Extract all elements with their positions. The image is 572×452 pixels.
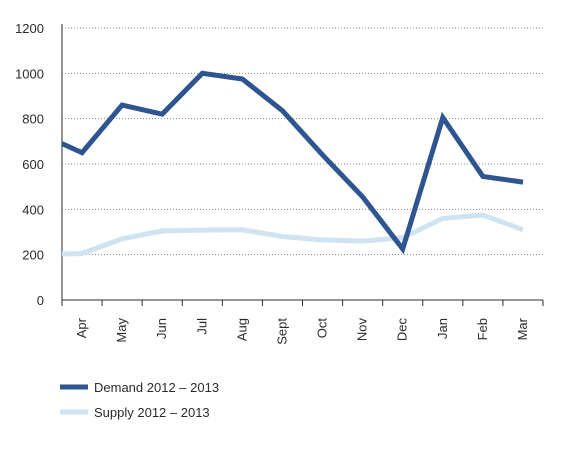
x-tick-label: May — [114, 318, 129, 343]
y-tick-label: 1200 — [15, 21, 44, 36]
x-tick-label: Sept — [274, 318, 289, 345]
y-axis-tick-labels: 0 200 400 600 800 1000 1200 — [15, 21, 44, 308]
x-tick-label: Jan — [435, 318, 450, 339]
x-tick-label: Nov — [355, 318, 370, 342]
y-tick-label: 0 — [37, 293, 44, 308]
x-tick-label: Mar — [515, 317, 530, 340]
x-tick-label: Apr — [74, 317, 89, 338]
legend-label: Demand 2012 – 2013 — [94, 380, 219, 395]
gridlines — [62, 27, 543, 256]
legend-label: Supply 2012 – 2013 — [94, 405, 210, 420]
y-tick-label: 800 — [22, 112, 44, 127]
y-tick-label: 400 — [22, 202, 44, 217]
x-tick-label: Dec — [395, 318, 410, 342]
series-lines — [60, 70, 524, 257]
x-tick-label: Feb — [475, 318, 490, 340]
x-axis-tick-labels: Apr May Jun Jul Aug Sept Oct Nov Dec Jan Feb Mar — [74, 317, 530, 344]
x-tick-label: Jul — [194, 318, 209, 335]
legend: Demand 2012 – 2013 Supply 2012 – 2013 — [60, 380, 219, 420]
x-tick-label: Jun — [154, 318, 169, 339]
y-tick-label: 1000 — [15, 66, 44, 81]
x-tick-label: Aug — [234, 318, 249, 341]
y-tick-label: 600 — [22, 157, 44, 172]
series-line — [60, 70, 524, 255]
series-line — [61, 212, 524, 257]
axes — [61, 24, 544, 306]
y-tick-label: 200 — [22, 248, 44, 263]
x-tick-label: Oct — [315, 318, 330, 339]
